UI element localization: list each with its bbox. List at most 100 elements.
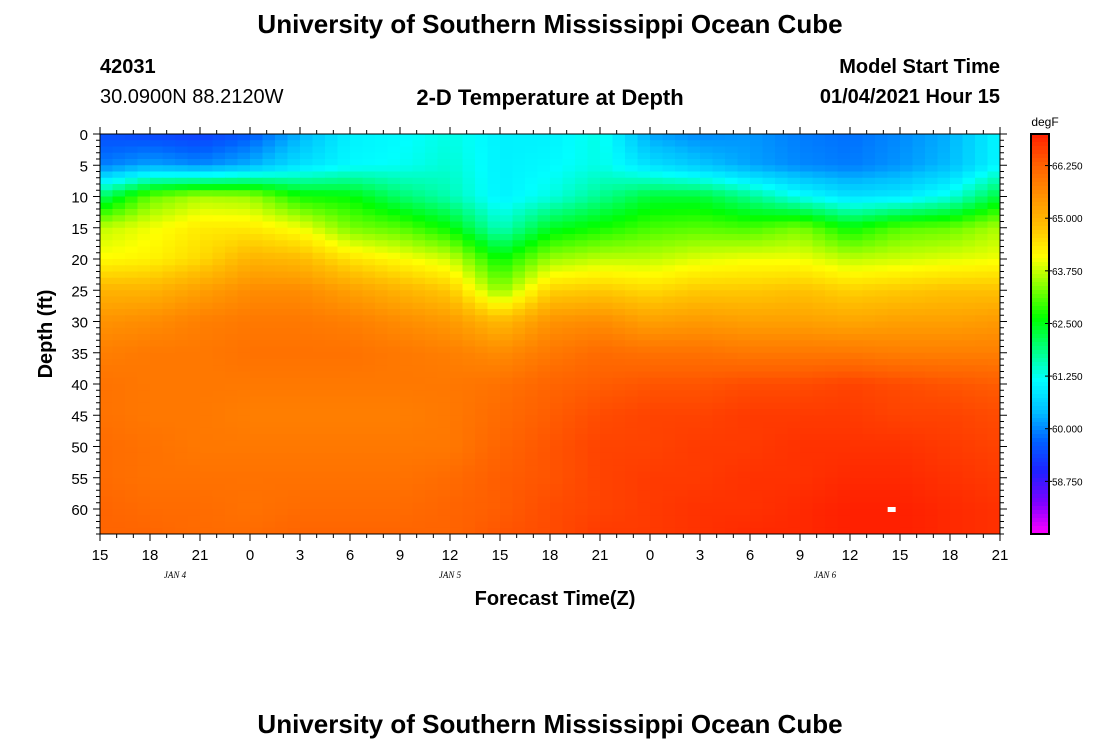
heatmap-cell (262, 490, 276, 498)
heatmap-cell (262, 477, 276, 485)
heatmap-cell (237, 477, 251, 485)
heatmap-cell (637, 171, 651, 179)
heatmap-cell (837, 315, 851, 323)
heatmap-cell (725, 396, 739, 404)
heatmap-cell (487, 227, 501, 235)
heatmap-cell (750, 477, 764, 485)
heatmap-cell (912, 521, 926, 529)
heatmap-cell (462, 246, 476, 254)
heatmap-cell (787, 421, 801, 429)
heatmap-cell (212, 159, 226, 166)
heatmap-cell (200, 377, 214, 385)
heatmap-cell (400, 490, 414, 498)
heatmap-cell (875, 377, 889, 385)
heatmap-cell (500, 302, 514, 310)
heatmap-cell (600, 140, 614, 148)
heatmap-cell (587, 359, 601, 366)
heatmap-cell (175, 496, 189, 504)
heatmap-cell (475, 340, 489, 348)
colorbar-segment (1031, 330, 1049, 335)
heatmap-cell (562, 252, 576, 260)
heatmap-cell (225, 421, 239, 429)
heatmap-cell (337, 190, 351, 198)
heatmap-cell (462, 302, 476, 310)
heatmap-cell (787, 134, 801, 141)
heatmap-cell (612, 377, 626, 385)
heatmap-cell (775, 515, 789, 523)
heatmap-cell (212, 359, 226, 366)
heatmap-cell (925, 321, 939, 329)
heatmap-cell (262, 365, 276, 373)
heatmap-cell (700, 515, 714, 523)
heatmap-cell (437, 190, 451, 198)
heatmap-cell (450, 327, 464, 335)
heatmap-cell (850, 509, 864, 516)
heatmap-cell (575, 384, 589, 391)
heatmap-cell (100, 196, 114, 204)
heatmap-cell (825, 334, 839, 341)
heatmap-cell (100, 434, 114, 441)
heatmap-cell (887, 440, 901, 448)
heatmap-cell (187, 190, 201, 198)
heatmap-cell (487, 152, 501, 160)
heatmap-cell (750, 471, 764, 479)
heatmap-cell (950, 252, 964, 260)
heatmap-cell (225, 252, 239, 260)
heatmap-cell (787, 365, 801, 373)
heatmap-cell (912, 259, 926, 266)
heatmap-cell (537, 302, 551, 310)
heatmap-cell (137, 227, 151, 235)
heatmap-cell (500, 296, 514, 304)
heatmap-cell (675, 209, 689, 216)
heatmap-cell (312, 396, 326, 404)
heatmap-cell (875, 296, 889, 304)
heatmap-cell (137, 290, 151, 298)
heatmap-cell (812, 221, 826, 229)
heatmap-cell (550, 415, 564, 423)
heatmap-cell (275, 365, 289, 373)
heatmap-cell (387, 434, 401, 441)
heatmap-cell (137, 196, 151, 204)
heatmap-cell (175, 284, 189, 291)
heatmap-cell (700, 334, 714, 341)
heatmap-cell (212, 384, 226, 391)
heatmap-cell (125, 352, 139, 360)
heatmap-cell (600, 240, 614, 248)
heatmap-cell (725, 346, 739, 354)
heatmap-cell (787, 440, 801, 448)
heatmap-cell (262, 440, 276, 448)
heatmap-cell (825, 390, 839, 398)
heatmap-cell (887, 434, 901, 441)
heatmap-cell (112, 390, 126, 398)
heatmap-cell (862, 365, 876, 373)
heatmap-cell (412, 221, 426, 229)
colorbar-segment (1031, 350, 1049, 355)
heatmap-cell (650, 209, 664, 216)
y-tick-label: 20 (71, 252, 88, 269)
heatmap-cell (375, 302, 389, 310)
heatmap-cell (912, 434, 926, 441)
heatmap-cell (450, 159, 464, 166)
heatmap-cell (912, 152, 926, 160)
heatmap-cell (375, 390, 389, 398)
heatmap-cell (812, 415, 826, 423)
heatmap-cell (450, 221, 464, 229)
heatmap-cell (725, 321, 739, 329)
heatmap-cell (350, 165, 364, 173)
heatmap-cell (712, 521, 726, 529)
heatmap-cell (962, 140, 976, 148)
heatmap-cell (800, 290, 814, 298)
heatmap-cell (700, 215, 714, 223)
heatmap-cell (787, 259, 801, 266)
colorbar-segment (1031, 190, 1049, 195)
heatmap-cell (175, 190, 189, 198)
heatmap-cell (812, 202, 826, 210)
heatmap-cell (925, 159, 939, 166)
heatmap-cell (287, 252, 301, 260)
heatmap-cell (712, 346, 726, 354)
heatmap-cell (562, 284, 576, 291)
heatmap-cell (975, 509, 989, 516)
colorbar-segment (1031, 246, 1049, 251)
heatmap-cell (962, 271, 976, 279)
heatmap-cell (300, 396, 314, 404)
